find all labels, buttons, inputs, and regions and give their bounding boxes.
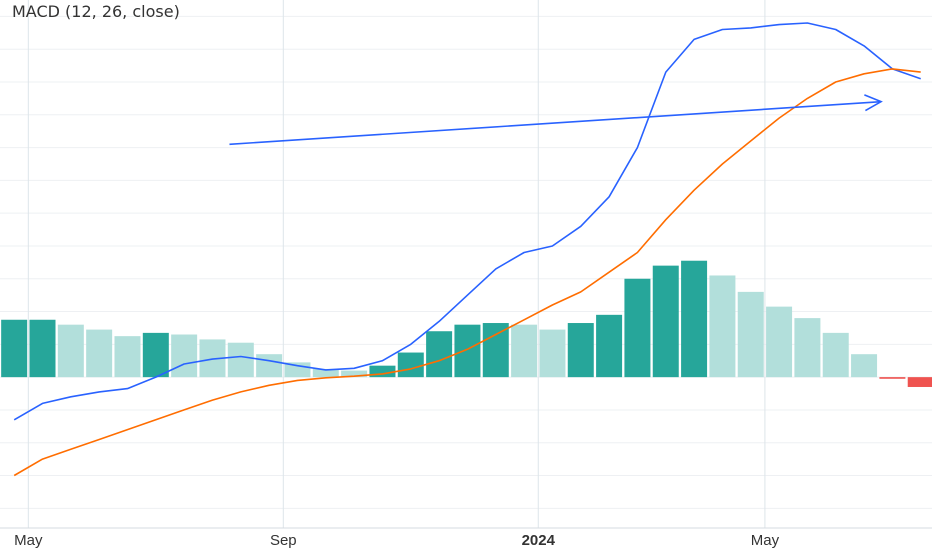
histogram-bar <box>426 331 453 378</box>
histogram-bar <box>907 377 932 387</box>
arrow-head <box>864 94 883 112</box>
histogram-bar <box>142 332 169 378</box>
x-tick-label: 2024 <box>522 532 556 549</box>
indicator-title: MACD (12, 26, close) <box>12 2 180 21</box>
histogram-bar <box>57 324 84 378</box>
histogram-bar <box>227 342 254 378</box>
x-tick-label: May <box>14 532 43 549</box>
histogram-bar <box>369 365 396 378</box>
histogram-bar <box>256 354 283 378</box>
x-axis: May Sep 2024 May <box>0 527 932 549</box>
histogram-bar <box>171 334 198 378</box>
histogram-bar <box>681 260 708 378</box>
histogram-bar <box>312 368 339 378</box>
histogram-bar <box>596 314 623 378</box>
histogram-bar <box>794 318 821 378</box>
histogram-bars <box>1 260 932 387</box>
grid <box>0 0 932 528</box>
histogram-bar <box>851 354 878 378</box>
histogram-bar <box>822 332 849 378</box>
histogram-bar <box>454 324 481 378</box>
x-tick-label: May <box>751 532 780 549</box>
histogram-bar <box>766 306 793 378</box>
annotations <box>229 94 883 146</box>
histogram-bar <box>482 323 509 378</box>
histogram-bar <box>511 324 538 378</box>
histogram-bar <box>624 278 651 378</box>
histogram-bar <box>341 370 368 378</box>
histogram-bar <box>114 336 141 378</box>
histogram-bar <box>737 291 764 378</box>
histogram-bar <box>86 329 113 378</box>
indicator-lines <box>13 22 921 477</box>
histogram-bar <box>29 319 56 378</box>
macd-line <box>13 22 921 421</box>
histogram-bar <box>879 377 906 379</box>
histogram-bar <box>539 329 566 378</box>
histogram-bar <box>652 265 679 378</box>
arrow-line <box>229 100 882 146</box>
histogram-bar <box>709 275 736 378</box>
histogram-bar <box>1 319 28 378</box>
histogram-bar <box>567 323 594 378</box>
signal-line <box>13 68 921 477</box>
x-tick-label: Sep <box>270 532 297 549</box>
histogram-bar <box>397 352 424 378</box>
